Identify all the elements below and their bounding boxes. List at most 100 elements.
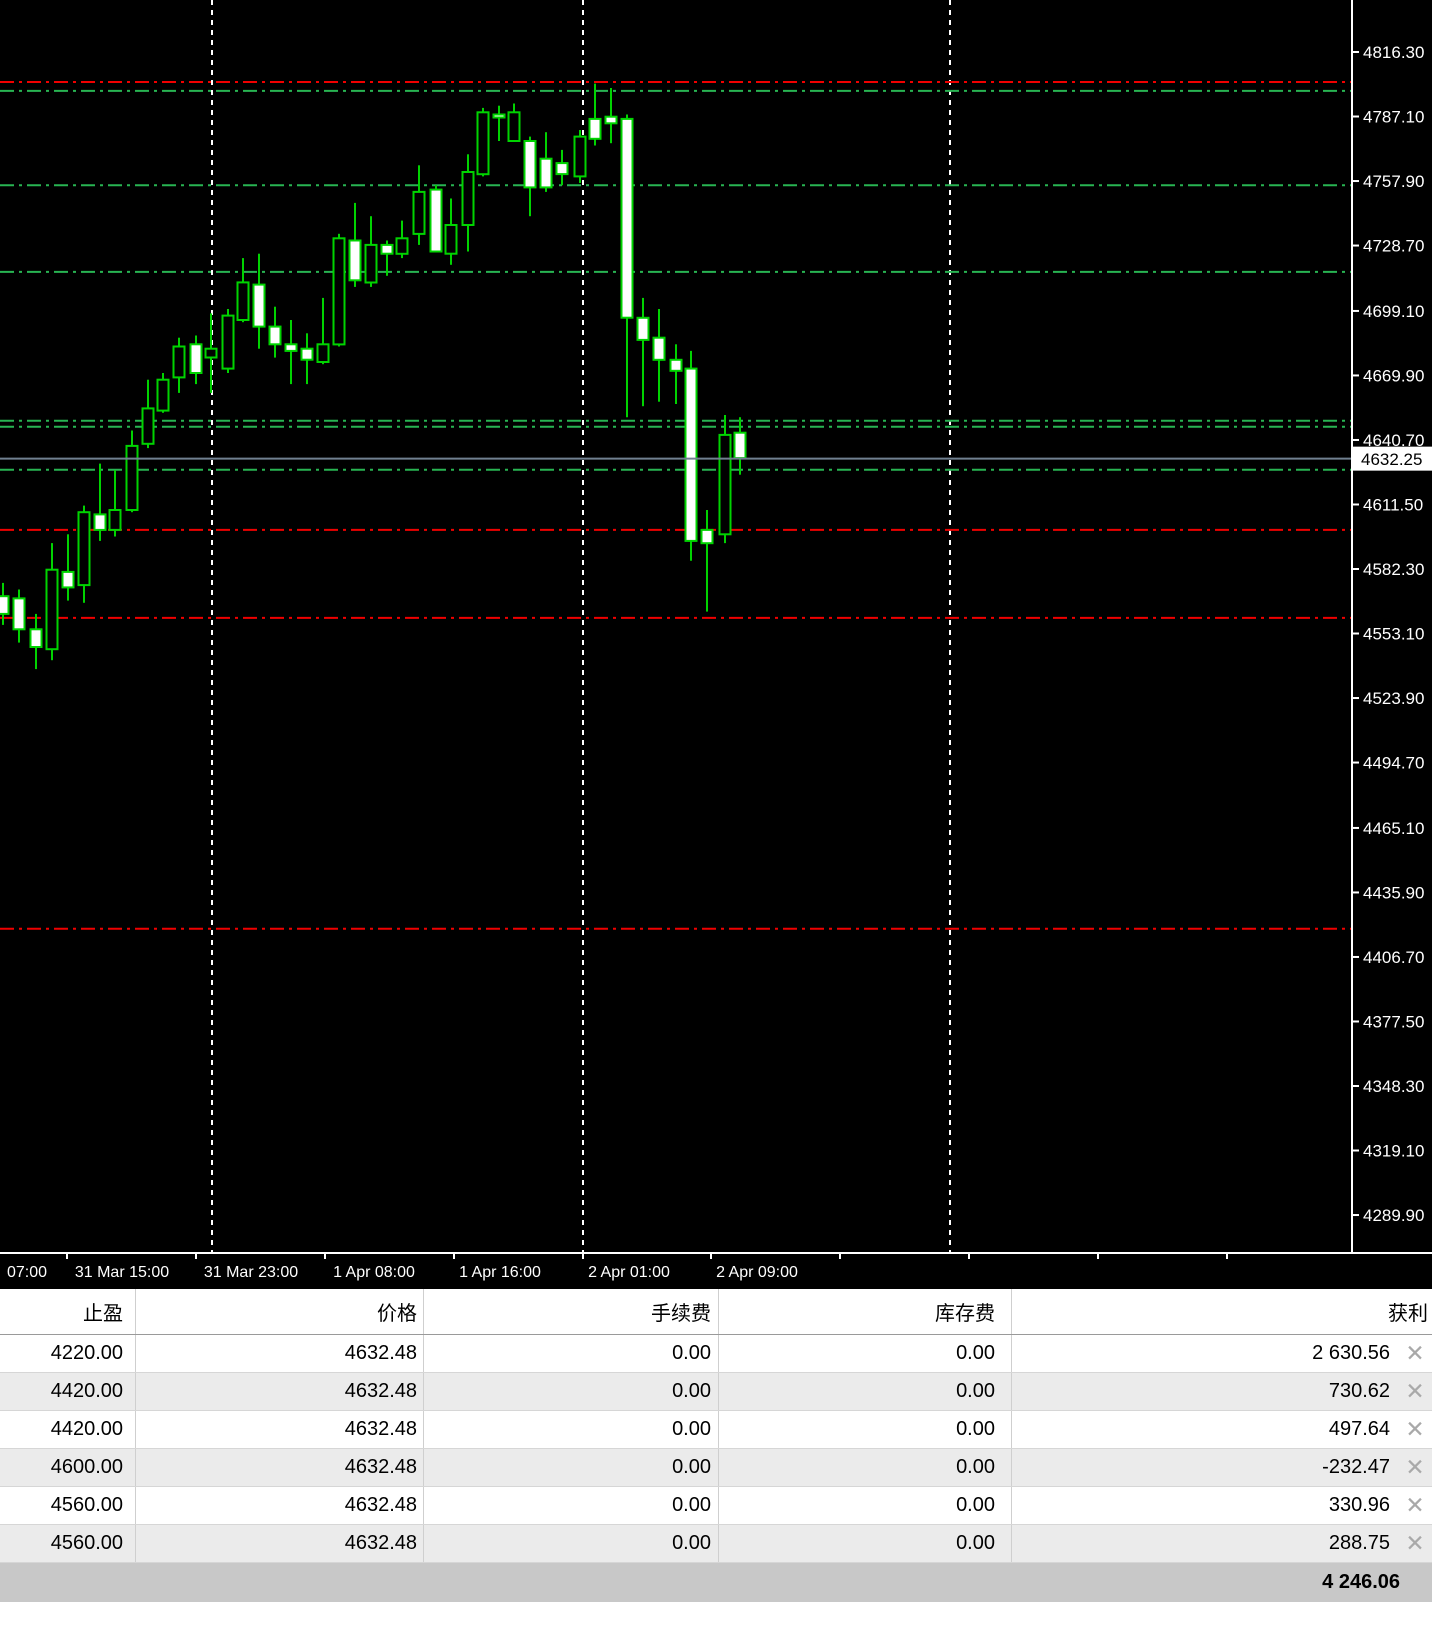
close-position-icon[interactable]: ✕ [1405, 1530, 1425, 1556]
candle [604, 88, 618, 144]
table-row[interactable]: 4560.00 4632.48 0.00 0.00 330.96 ✕ [0, 1487, 1432, 1525]
column-header-take-profit[interactable]: 止盈 [0, 1289, 136, 1334]
column-header-profit[interactable]: 获利 [1012, 1289, 1432, 1334]
price-axis-label: 4728.70 [1363, 237, 1424, 256]
column-header-commission[interactable]: 手续费 [424, 1289, 719, 1334]
candle [61, 534, 75, 601]
price-axis-label: 4319.10 [1363, 1142, 1424, 1161]
candle [492, 105, 506, 141]
candle [125, 430, 139, 513]
bear-candle-body [29, 628, 43, 648]
profit-cell: 730.62 ✕ [1012, 1373, 1432, 1410]
table-header-row: 止盈 价格 手续费 库存费 获利 [0, 1289, 1432, 1335]
swap-cell: 0.00 [719, 1411, 1012, 1448]
profit-cell: -232.47 ✕ [1012, 1449, 1432, 1486]
price-axis-label: 4465.10 [1363, 819, 1424, 838]
candle [77, 505, 91, 603]
candle [45, 543, 59, 661]
table-row[interactable]: 4220.00 4632.48 0.00 0.00 2 630.56 ✕ [0, 1335, 1432, 1373]
profit-value: 288.75 [1328, 1532, 1390, 1554]
table-row[interactable]: 4420.00 4632.48 0.00 0.00 730.62 ✕ [0, 1373, 1432, 1411]
profit-value: -232.47 [1322, 1456, 1390, 1478]
profit-cell: 2 630.56 ✕ [1012, 1335, 1432, 1372]
bull-candle-body [236, 281, 250, 321]
close-position-icon[interactable]: ✕ [1405, 1378, 1425, 1404]
candle [652, 309, 666, 402]
bull-candle-body [77, 511, 91, 587]
close-position-icon[interactable]: ✕ [1405, 1454, 1425, 1480]
close-position-icon[interactable]: ✕ [1405, 1492, 1425, 1518]
bull-candle-body [332, 237, 346, 346]
total-profit-row: 4 246.06 [0, 1563, 1432, 1602]
bear-candle-body [555, 162, 569, 176]
tp-cell: 4420.00 [0, 1411, 136, 1448]
swap-cell: 0.00 [719, 1449, 1012, 1486]
tp-cell: 4560.00 [0, 1487, 136, 1524]
swap-cell: 0.00 [719, 1373, 1012, 1410]
candle [412, 165, 426, 245]
bull-candle-body [461, 171, 475, 226]
candle [523, 136, 537, 217]
price-axis-label: 4377.50 [1363, 1012, 1424, 1031]
bull-candle-body [204, 347, 218, 359]
column-header-swap[interactable]: 库存费 [719, 1289, 1012, 1334]
commission-cell: 0.00 [424, 1335, 719, 1372]
bull-candle-body [476, 111, 490, 176]
bear-candle-body [268, 325, 282, 346]
swap-cell: 0.00 [719, 1525, 1012, 1562]
candle [539, 132, 553, 192]
candle [395, 220, 409, 259]
bear-candle-body [300, 347, 314, 361]
candle [718, 415, 732, 544]
tp-cell: 4420.00 [0, 1373, 136, 1410]
price-axis-label: 4435.90 [1363, 883, 1424, 902]
candle [444, 198, 458, 265]
time-axis-label: 2 Apr 01:00 [588, 1264, 670, 1281]
candle [429, 185, 443, 253]
bear-candle-body [669, 358, 683, 372]
tp-cell: 4560.00 [0, 1525, 136, 1562]
time-axis-label: 07:00 [7, 1264, 47, 1281]
bull-candle-body [444, 224, 458, 255]
candle [284, 320, 298, 385]
price-axis-label: 4640.70 [1363, 431, 1424, 450]
bull-candle-body [172, 345, 186, 379]
price-cell: 4632.48 [136, 1449, 424, 1486]
bull-candle-body [45, 568, 59, 651]
candle [172, 337, 186, 393]
bear-candle-body [93, 513, 107, 531]
bear-candle-body [12, 597, 26, 631]
bear-candle-body [492, 113, 506, 119]
time-axis-label: 2 Apr 09:00 [716, 1264, 798, 1281]
candle [300, 333, 314, 385]
bull-candle-body [395, 237, 409, 255]
bear-candle-body [700, 528, 714, 545]
table-row[interactable]: 4420.00 4632.48 0.00 0.00 497.64 ✕ [0, 1411, 1432, 1449]
profit-value: 730.62 [1328, 1380, 1390, 1402]
candle [684, 350, 698, 561]
bear-candle-body [539, 157, 553, 189]
column-header-label: 价格 [377, 1303, 417, 1325]
price-axis-label: 4289.90 [1363, 1206, 1424, 1225]
bull-candle-body [573, 135, 587, 178]
table-row[interactable]: 4600.00 4632.48 0.00 0.00 -232.47 ✕ [0, 1449, 1432, 1487]
tp-cell: 4600.00 [0, 1449, 136, 1486]
swap-cell: 0.00 [719, 1335, 1012, 1372]
bear-candle-body [523, 140, 537, 189]
price-axis-label: 4757.90 [1363, 172, 1424, 191]
commission-cell: 0.00 [424, 1411, 719, 1448]
bull-candle-body [156, 378, 170, 412]
candle [507, 103, 521, 143]
candle [108, 470, 122, 537]
candle [555, 149, 569, 186]
candlestick-chart-panel: 4816.30 4787.10 4757.90 4728.70 4699.10 4669.… [0, 0, 1432, 1289]
column-header-label: 止盈 [83, 1303, 123, 1325]
column-header-price[interactable]: 价格 [136, 1289, 424, 1334]
current-price-label: 4632.25 [1361, 450, 1422, 469]
close-position-icon[interactable]: ✕ [1405, 1416, 1425, 1442]
column-header-label: 手续费 [651, 1303, 711, 1325]
price-axis-label: 4494.70 [1363, 754, 1424, 773]
close-position-icon[interactable]: ✕ [1405, 1340, 1425, 1366]
table-row[interactable]: 4560.00 4632.48 0.00 0.00 288.75 ✕ [0, 1525, 1432, 1563]
price-cell: 4632.48 [136, 1411, 424, 1448]
